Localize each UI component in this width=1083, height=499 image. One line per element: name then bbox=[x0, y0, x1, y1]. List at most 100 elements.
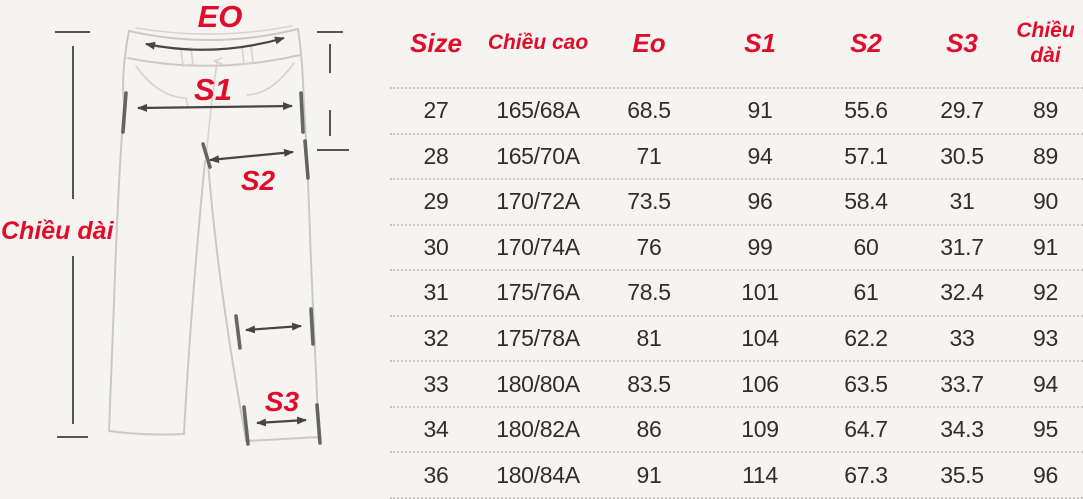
cell-s2: 57.1 bbox=[844, 142, 888, 169]
cell-s2: 61 bbox=[853, 279, 879, 306]
cell-s1: 106 bbox=[741, 370, 779, 397]
cell-height: 170/74A bbox=[496, 233, 580, 260]
cell-size: 27 bbox=[423, 97, 449, 124]
cell-s3: 33.7 bbox=[940, 370, 984, 397]
cell-size: 28 bbox=[423, 142, 449, 169]
cell-s1: 104 bbox=[741, 325, 779, 352]
pants-measurement-diagram: EO S1 S2 S3 Chiều dài bbox=[0, 0, 388, 499]
eo-label: EO bbox=[198, 0, 243, 34]
table-row: 29 170/72A 73.5 96 58.4 31 90 bbox=[390, 180, 1083, 226]
cell-height: 165/70A bbox=[496, 142, 580, 169]
cell-s1: 114 bbox=[742, 461, 778, 488]
cell-s3: 33 bbox=[949, 325, 975, 352]
pants-sketch-svg: EO S1 S2 S3 Chiều dài bbox=[1, 0, 349, 446]
cell-s2: 60 bbox=[853, 233, 879, 260]
cell-length: 91 bbox=[1033, 233, 1058, 260]
calf-arrow bbox=[245, 322, 302, 334]
cell-eo: 73.5 bbox=[627, 188, 671, 215]
cell-height: 180/80A bbox=[496, 370, 580, 397]
cell-height: 165/68A bbox=[496, 97, 580, 124]
rise-dimension-line bbox=[317, 31, 349, 151]
measurement-arrows bbox=[137, 36, 307, 427]
cell-length: 93 bbox=[1033, 325, 1058, 352]
table-header-row: Size Chiều cao Eo S1 S2 S3 Chiều dài bbox=[390, 0, 1083, 89]
cell-eo: 83.5 bbox=[627, 370, 671, 397]
cell-s1: 96 bbox=[747, 188, 773, 215]
column-header-s1: S1 bbox=[744, 27, 776, 58]
cell-s2: 64.7 bbox=[844, 416, 888, 443]
belt-loop bbox=[180, 47, 194, 67]
cell-eo: 81 bbox=[636, 325, 662, 352]
table-row: 34 180/82A 86 109 64.7 34.3 95 bbox=[390, 408, 1083, 454]
cell-s3: 31 bbox=[949, 188, 975, 215]
s1-label: S1 bbox=[194, 72, 232, 107]
table-row: 27 165/68A 68.5 91 55.6 29.7 89 bbox=[390, 89, 1083, 135]
cell-s3: 29.7 bbox=[940, 97, 984, 124]
column-header-height: Chiều cao bbox=[487, 31, 589, 55]
cell-size: 36 bbox=[423, 461, 449, 488]
cell-eo: 78.5 bbox=[627, 279, 671, 306]
cell-height: 180/84A bbox=[496, 461, 580, 488]
cell-s2: 62.2 bbox=[844, 325, 888, 352]
column-header-size: Size bbox=[409, 27, 463, 58]
cell-s1: 91 bbox=[747, 97, 773, 124]
cell-s3: 31.7 bbox=[940, 233, 984, 260]
cell-s1: 109 bbox=[741, 416, 779, 443]
table-row: 32 175/78A 81 104 62.2 33 93 bbox=[390, 317, 1083, 363]
cell-eo: 68.5 bbox=[627, 97, 671, 124]
size-table: Size Chiều cao Eo S1 S2 S3 Chiều dài 27 … bbox=[390, 0, 1083, 499]
table-row: 30 170/74A 76 99 60 31.7 91 bbox=[390, 226, 1083, 272]
cell-length: 92 bbox=[1033, 279, 1058, 306]
cell-s1: 101 bbox=[741, 279, 779, 306]
s3-label: S3 bbox=[265, 386, 300, 417]
cell-size: 30 bbox=[423, 233, 449, 260]
s2-label: S2 bbox=[241, 165, 276, 196]
cell-s2: 55.6 bbox=[844, 97, 888, 124]
cell-size: 33 bbox=[423, 370, 449, 397]
length-dimension-line bbox=[55, 31, 90, 438]
table-row: 33 180/80A 83.5 106 63.5 33.7 94 bbox=[390, 362, 1083, 408]
cell-size: 29 bbox=[423, 188, 449, 215]
cell-height: 170/72A bbox=[496, 188, 580, 215]
cell-height: 180/82A bbox=[496, 416, 580, 443]
column-header-eo: Eo bbox=[632, 27, 666, 58]
cell-s3: 32.4 bbox=[940, 279, 984, 306]
cell-length: 94 bbox=[1033, 370, 1058, 397]
cell-s2: 63.5 bbox=[844, 370, 888, 397]
s2-arrow bbox=[209, 148, 294, 164]
table-row: 36 180/84A 91 114 67.3 35.5 96 bbox=[390, 453, 1083, 499]
belt-loop bbox=[241, 45, 254, 65]
column-header-length: Chiều dài bbox=[1016, 19, 1075, 67]
cell-eo: 86 bbox=[636, 416, 662, 443]
cell-s3: 35.5 bbox=[940, 461, 984, 488]
measurement-end-marks bbox=[121, 91, 322, 446]
cell-size: 31 bbox=[423, 279, 449, 306]
cell-height: 175/78A bbox=[496, 325, 580, 352]
cell-eo: 91 bbox=[636, 461, 662, 488]
cell-length: 95 bbox=[1033, 416, 1058, 443]
cell-eo: 76 bbox=[636, 233, 662, 260]
table-row: 28 165/70A 71 94 57.1 30.5 89 bbox=[390, 135, 1083, 181]
cell-length: 89 bbox=[1033, 97, 1058, 124]
cell-s2: 58.4 bbox=[844, 188, 888, 215]
length-label: Chiều dài bbox=[1, 217, 115, 245]
eo-arrow bbox=[145, 36, 285, 51]
cell-length: 89 bbox=[1033, 142, 1058, 169]
s3-arrow bbox=[256, 416, 307, 427]
cell-s3: 30.5 bbox=[940, 142, 984, 169]
cell-s1: 99 bbox=[747, 233, 773, 260]
cell-s2: 67.3 bbox=[844, 461, 888, 488]
s1-arrow bbox=[137, 102, 293, 112]
cell-length: 96 bbox=[1033, 461, 1058, 488]
cell-s3: 34.3 bbox=[940, 416, 984, 443]
column-header-s2: S2 bbox=[850, 27, 882, 58]
cell-s1: 94 bbox=[747, 142, 773, 169]
cell-size: 32 bbox=[423, 325, 449, 352]
column-header-s3: S3 bbox=[946, 27, 978, 58]
cell-eo: 71 bbox=[636, 142, 662, 169]
cell-size: 34 bbox=[423, 416, 449, 443]
table-row: 31 175/76A 78.5 101 61 32.4 92 bbox=[390, 271, 1083, 317]
cell-length: 90 bbox=[1033, 188, 1058, 215]
pants-outline-sketch bbox=[108, 25, 321, 442]
